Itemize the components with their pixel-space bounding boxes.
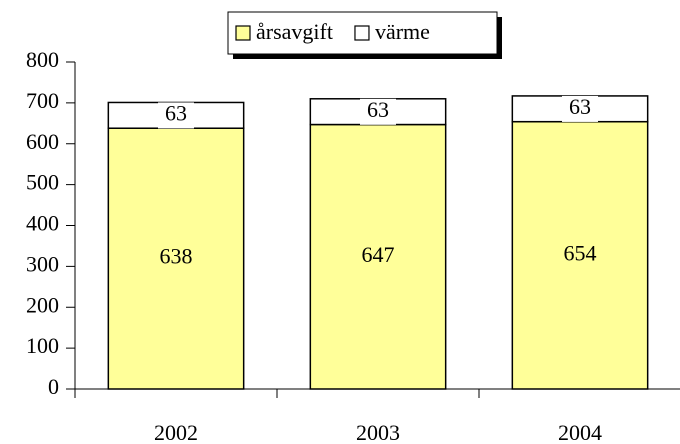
data-label: 63: [569, 94, 591, 119]
legend-swatch: [235, 25, 251, 41]
x-tick-label: 2002: [154, 420, 198, 444]
data-label-bg: [158, 245, 194, 272]
y-tick-label: 100: [26, 333, 59, 358]
y-tick-label: 200: [26, 292, 59, 317]
data-label: 647: [362, 242, 395, 267]
data-label-bg: [360, 98, 396, 125]
data-label-bg: [158, 102, 194, 129]
data-label: 63: [367, 97, 389, 122]
y-tick-label: 700: [26, 88, 59, 113]
x-tick-label: 2003: [356, 420, 400, 444]
y-tick-label: 600: [26, 129, 59, 154]
y-tick-label: 400: [26, 211, 59, 236]
legend-swatch: [354, 25, 370, 41]
legend-label: värme: [375, 19, 430, 44]
legend-label: årsavgift: [256, 19, 333, 44]
y-tick-label: 0: [48, 374, 59, 399]
x-tick-label: 2004: [558, 420, 602, 444]
data-label-bg: [360, 243, 396, 270]
data-label-bg: [562, 95, 598, 122]
data-label: 654: [564, 240, 597, 265]
y-tick-label: 300: [26, 251, 59, 276]
y-tick-label: 500: [26, 170, 59, 195]
data-label: 638: [160, 244, 193, 269]
data-label: 63: [165, 101, 187, 126]
data-label-bg: [562, 242, 598, 269]
y-tick-label: 800: [26, 47, 59, 72]
